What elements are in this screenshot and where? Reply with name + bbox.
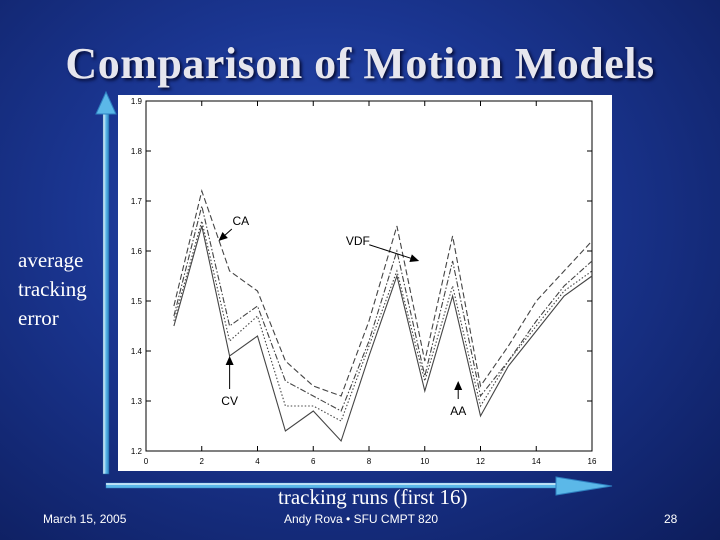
annotation-arrow-head — [409, 254, 420, 263]
x-tick-label: 0 — [144, 457, 149, 466]
x-tick-label: 6 — [311, 457, 316, 466]
annotation-arrow-head — [218, 232, 228, 241]
x-tick-label: 2 — [200, 457, 205, 466]
series-line-cv — [173, 225, 593, 443]
y-tick-label: 1.8 — [131, 147, 143, 156]
annotation-label-cv: CV — [221, 394, 238, 408]
y-tick-label: 1.6 — [131, 247, 143, 256]
plot-background — [118, 95, 612, 471]
y-axis-label: average tracking error — [18, 246, 118, 333]
y-tick-label: 1.4 — [131, 347, 143, 356]
y-axis-arrow — [95, 90, 117, 475]
annotation-arrow-line — [369, 244, 411, 259]
annotation-arrow-line — [224, 228, 233, 236]
footer-author: Andy Rova • SFU CMPT 820 — [284, 512, 439, 526]
y-tick-label: 1.9 — [131, 97, 143, 106]
y-tick-label: 1.3 — [131, 397, 143, 406]
annotation-arrow-head — [225, 356, 234, 365]
series-line-aa — [173, 220, 593, 422]
y-axis-label-line: tracking — [18, 277, 87, 301]
y-tick-label: 1.7 — [131, 197, 143, 206]
footer-page-number: 28 — [664, 512, 678, 526]
annotation-label-aa: AA — [450, 404, 466, 418]
series-line-ca — [173, 189, 593, 397]
annotation-arrow-head — [454, 381, 463, 390]
series-line-vdf — [173, 205, 593, 412]
x-axis-caption: tracking runs (first 16) — [278, 485, 468, 509]
y-tick-label: 1.5 — [131, 297, 143, 306]
x-tick-label: 16 — [588, 457, 597, 466]
slide-title: Comparison of Motion Models — [65, 39, 655, 88]
footer-date: March 15, 2005 — [43, 512, 127, 526]
x-axis-arrow — [105, 476, 613, 496]
y-axis-label-line: average — [18, 248, 84, 272]
annotation-label-vdf: VDF — [346, 234, 370, 248]
y-tick-label: 1.2 — [131, 447, 143, 456]
annotation-label-ca: CA — [232, 214, 249, 228]
x-tick-label: 4 — [255, 457, 260, 466]
x-tick-label: 8 — [367, 457, 372, 466]
annotations: CA VDF CV AA — [218, 214, 466, 418]
chart: 1.2 1.3 1.4 1.5 1.6 1.7 1.8 1.9 0 2 4 6 8 10 12 14 16 CA… — [118, 95, 612, 471]
x-tick-label: 10 — [420, 457, 429, 466]
y-axis-label-line: error — [18, 306, 59, 330]
x-tick-label: 12 — [476, 457, 485, 466]
series-lines — [173, 189, 593, 443]
axis-ticks: 1.2 1.3 1.4 1.5 1.6 1.7 1.8 1.9 0 2 4 6 8 10 12 14 16 — [131, 97, 597, 466]
x-tick-label: 14 — [532, 457, 541, 466]
